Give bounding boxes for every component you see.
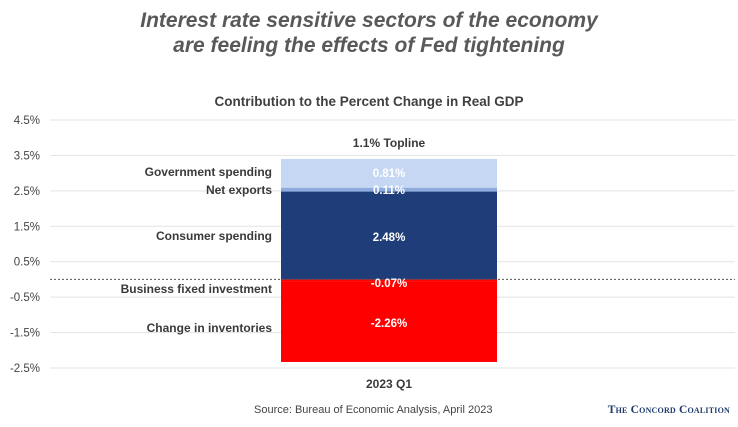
topline-label: 1.1% Topline (353, 136, 426, 150)
series-label: Government spending (145, 165, 272, 179)
data-label: 0.81% (373, 168, 406, 180)
y-tick-label: -1.5% (10, 328, 40, 340)
series-label: Change in inventories (147, 321, 273, 335)
bar-segment (281, 158, 497, 188)
x-category-label: 2023 Q1 (366, 377, 412, 391)
bar-segment (281, 279, 497, 282)
headline-line-1: Interest rate sensitive sectors of the e… (140, 9, 598, 32)
brand-logo: The Concord Coalition (607, 404, 730, 416)
data-label: -0.07% (371, 278, 407, 290)
y-tick-label: -2.5% (10, 363, 40, 375)
y-tick-label: -0.5% (10, 292, 40, 304)
series-label: Net exports (206, 183, 272, 197)
headline-line-2: are feeling the effects of Fed tightenin… (173, 34, 565, 57)
bar-segment (281, 191, 497, 280)
chart-title: Contribution to the Percent Change in Re… (214, 94, 524, 109)
bar-segment (281, 281, 497, 362)
data-label: 0.11% (373, 185, 405, 197)
y-tick-label: 2.5% (14, 186, 40, 198)
y-tick-label: 3.5% (14, 150, 40, 162)
source-note: Source: Bureau of Economic Analysis, Apr… (254, 404, 493, 416)
bar-segment (281, 187, 497, 192)
data-label: -2.26% (371, 318, 407, 330)
y-tick-label: 1.5% (14, 221, 40, 233)
series-label: Consumer spending (156, 229, 272, 243)
data-label: 2.48% (373, 232, 406, 244)
y-tick-label: 0.5% (14, 257, 40, 269)
series-label: Business fixed investment (121, 282, 272, 296)
y-tick-label: 4.5% (14, 115, 40, 127)
